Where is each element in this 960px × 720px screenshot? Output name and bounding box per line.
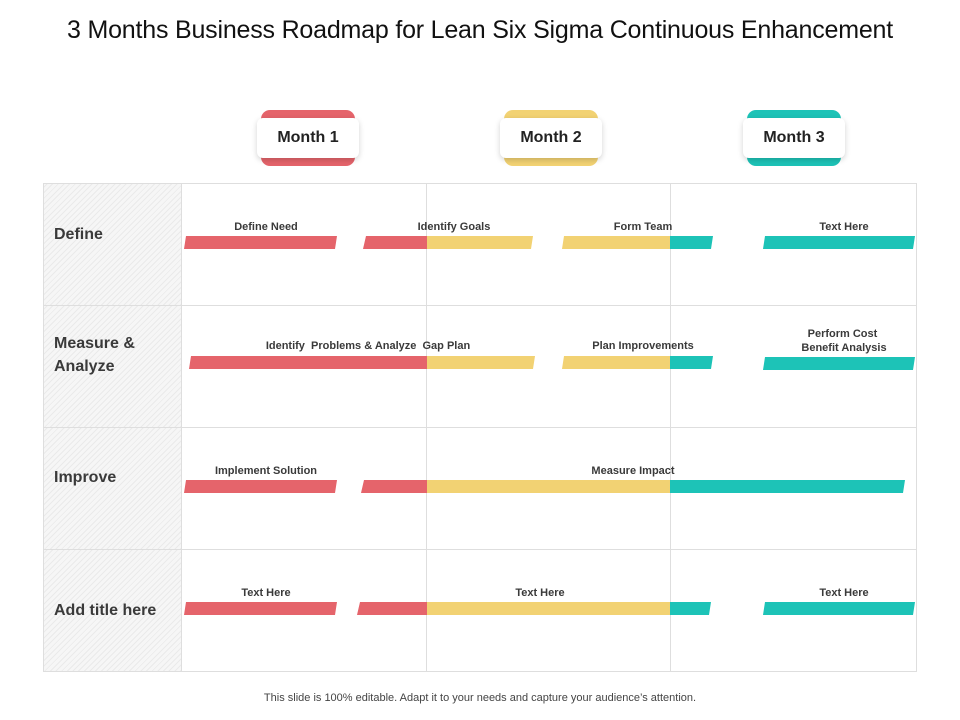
task-bar: [670, 356, 713, 369]
task-bar: [184, 602, 337, 615]
grid-line: [426, 183, 427, 672]
footer-note: This slide is 100% editable. Adapt it to…: [263, 692, 697, 704]
task-bar: [763, 236, 915, 249]
roadmap-grid: Define Measure & Analyze Improve Add tit…: [43, 183, 917, 672]
row-header-define: Define: [43, 183, 182, 305]
task-bar: [562, 236, 670, 249]
row-header-improve: Improve: [43, 427, 182, 549]
task-bar: [427, 602, 670, 615]
month-3-header: Month 3: [743, 110, 845, 166]
task-label: Identify Goals: [418, 221, 491, 233]
task-label: Plan Improvements: [592, 340, 693, 352]
task-bar: [427, 480, 670, 493]
task-label: Identify Problems & Analyze Gap Plan: [266, 340, 471, 352]
task-bar: [184, 480, 337, 493]
row-label-define: Define: [54, 226, 103, 243]
grid-line: [43, 671, 917, 672]
task-bar: [562, 356, 670, 369]
grid-line: [916, 183, 917, 672]
task-label: Perform Cost Benefit Analysis: [801, 328, 886, 354]
month-1-label: Month 1: [257, 118, 359, 158]
row-label-improve: Improve: [54, 469, 117, 486]
task-bar: [763, 357, 915, 370]
month-2-label: Month 2: [500, 118, 602, 158]
row-label-measure-analyze: Measure & Analyze: [54, 335, 135, 375]
slide-title: 3 Months Business Roadmap for Lean Six S…: [67, 16, 893, 44]
task-bar: [357, 602, 427, 615]
task-label: Text Here: [515, 587, 564, 599]
task-bar: [763, 602, 915, 615]
task-label-line: Benefit Analysis: [801, 342, 886, 354]
task-bar: [184, 236, 337, 249]
task-label: Measure Impact: [591, 465, 674, 477]
task-bar: [427, 356, 535, 369]
task-bar: [670, 236, 713, 249]
task-bar: [670, 602, 711, 615]
month-1-header: Month 1: [257, 110, 359, 166]
month-3-label: Month 3: [743, 118, 845, 158]
grid-line: [43, 549, 917, 550]
task-label: Form Team: [614, 221, 673, 233]
grid-line: [43, 427, 917, 428]
task-bar: [427, 236, 533, 249]
task-bar: [670, 480, 905, 493]
grid-line: [43, 183, 44, 672]
task-label-line: Perform Cost: [808, 328, 878, 340]
task-label: Define Need: [234, 221, 298, 233]
grid-line: [43, 305, 917, 306]
row-header-add-title: Add title here: [43, 549, 182, 672]
task-label: Text Here: [819, 587, 868, 599]
task-label: Text Here: [241, 587, 290, 599]
task-bar: [361, 480, 427, 493]
month-2-header: Month 2: [500, 110, 602, 166]
row-header-measure-analyze: Measure & Analyze: [43, 305, 182, 427]
grid-line: [670, 183, 671, 672]
task-label: Implement Solution: [215, 465, 317, 477]
task-bar: [189, 356, 427, 369]
task-label: Text Here: [819, 221, 868, 233]
row-label-add-title: Add title here: [54, 602, 157, 619]
task-bar: [363, 236, 427, 249]
grid-line: [43, 183, 917, 184]
